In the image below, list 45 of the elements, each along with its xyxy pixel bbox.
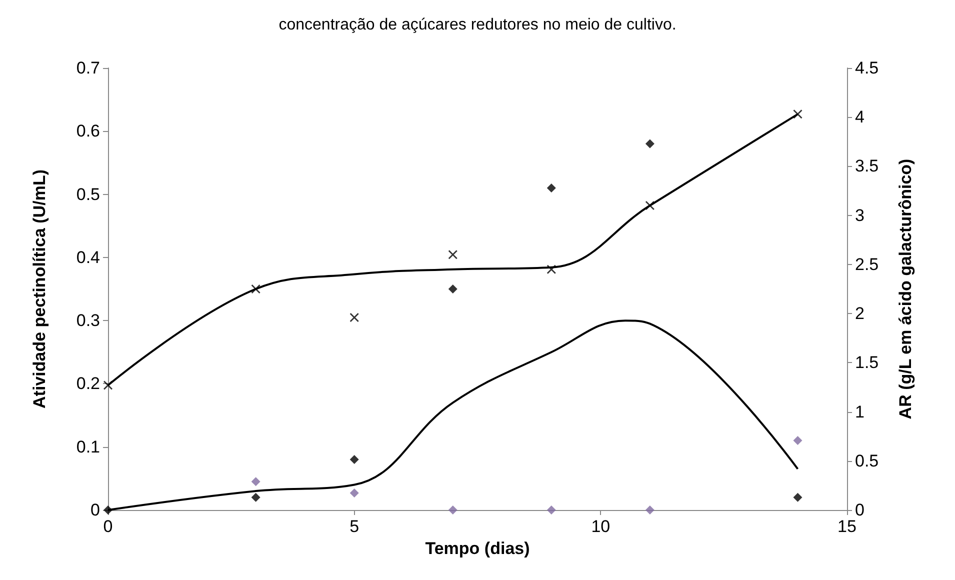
y2-tick-label: 3 [855,206,864,225]
point [793,109,802,119]
chart-title: concentração de açúcares redutores no meio de cultivo. [278,16,676,34]
x-tick-label: 5 [350,517,360,536]
y-tick-label: 0.1 [76,437,100,456]
y2-tick-label: 1 [855,402,864,422]
x-tick-label: 10 [591,517,610,536]
y-tick-label: 0 [90,500,100,520]
x-tick-label: 15 [838,517,856,536]
point [793,436,802,446]
point [251,477,260,486]
y2-axis-title: AR (g/L em ácido galacturônico) [896,158,915,420]
y-tick-label: 0.6 [76,122,100,141]
x-tick-label: 0 [103,517,113,536]
point [546,506,556,514]
y2-tick-label: 0 [855,500,864,520]
y-tick-label: 0.7 [76,58,100,78]
point [251,284,260,294]
point [350,312,360,322]
point [448,506,458,514]
y2-tick-label: 4 [855,108,864,127]
point [645,506,654,514]
y2-tick-label: 2.5 [855,254,879,274]
y2-tick-label: 3.5 [855,156,879,176]
y2-tick-label: 4.5 [855,58,879,78]
y-axis-title: Atividade pectinolítica (U/mL) [30,170,49,408]
point [546,183,556,192]
y-tick-label: 0.4 [76,248,100,267]
y2-tick-label: 1.5 [855,353,879,372]
y-tick-label: 0.2 [76,374,100,394]
point [350,454,359,464]
point [645,200,655,210]
point [103,380,113,390]
y-tick-label: 0.3 [76,311,100,330]
point [793,492,802,502]
point [448,284,458,294]
point [448,250,458,260]
y2-tick-label: 0.5 [855,451,879,470]
point [350,488,359,498]
point [645,139,654,148]
point [546,264,556,274]
point [251,492,260,502]
x-axis-title: Tempo (dias) [425,539,530,558]
y-tick-label: 0.5 [76,184,100,204]
y2-tick-label: 2 [855,304,864,324]
